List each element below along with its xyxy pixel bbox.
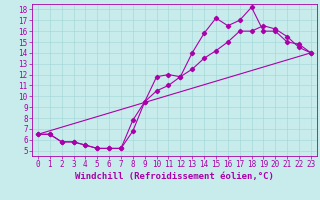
X-axis label: Windchill (Refroidissement éolien,°C): Windchill (Refroidissement éolien,°C)	[75, 172, 274, 181]
